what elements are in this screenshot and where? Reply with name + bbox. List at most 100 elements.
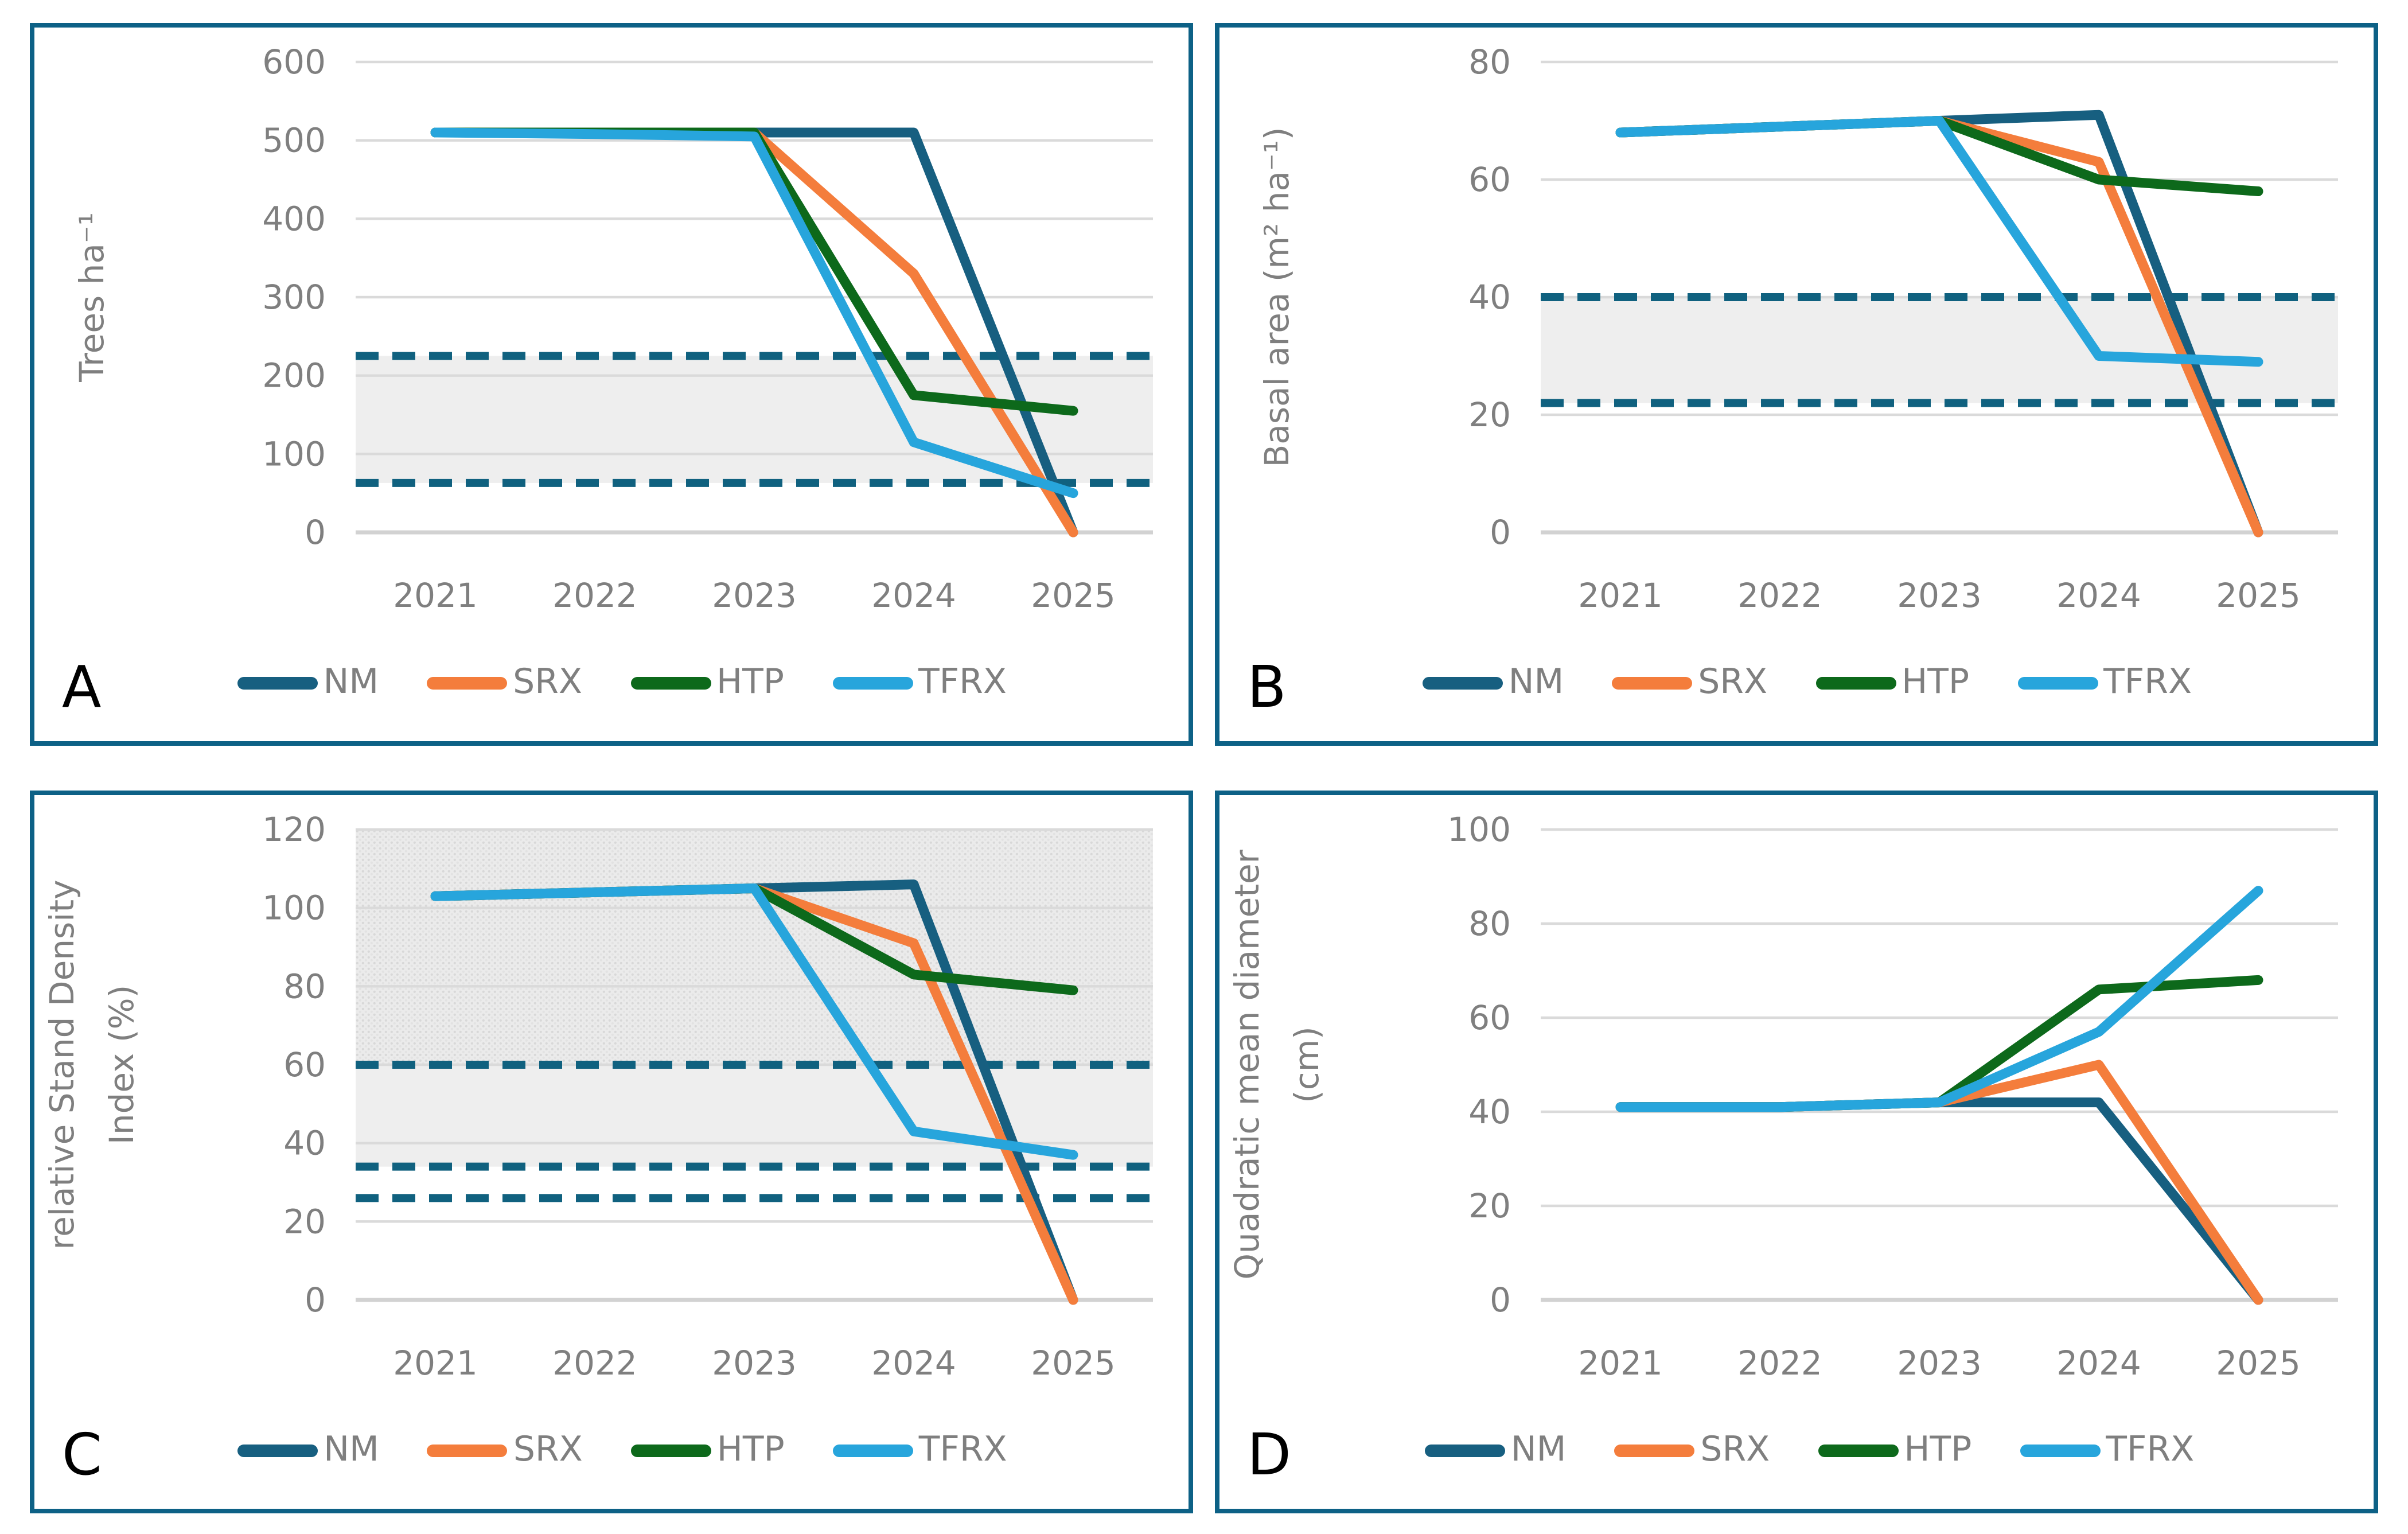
x-tick-label: 2021 xyxy=(393,1344,478,1383)
x-tick-label: 2023 xyxy=(712,1344,797,1383)
legend-row-a: A NM SRX HTP TFRX xyxy=(34,633,1189,741)
legend-row-b: B NM SRX HTP TFRX xyxy=(1219,633,2374,741)
legend-label-tfrx: TFRX xyxy=(2103,662,2192,702)
y-tick-label: 400 xyxy=(262,199,326,238)
y-tick-label: 300 xyxy=(262,278,326,317)
y-tick-label: 60 xyxy=(1468,998,1511,1037)
y-tick-label: 60 xyxy=(283,1045,326,1084)
series-tfrx-line xyxy=(430,127,1078,499)
legend-item-tfrx: TFRX xyxy=(2020,1430,2195,1470)
legend-b: NM SRX HTP TFRX xyxy=(1287,665,2328,700)
panel-b: 0 20 40 60 80 2021 2022 2023 2024 2025 Basal area … xyxy=(1215,23,2378,746)
x-tick-label: 2025 xyxy=(2216,1344,2301,1383)
y-tick-label: 100 xyxy=(262,889,326,928)
legend-swatch-tfrx xyxy=(2017,676,2098,689)
shaded-band xyxy=(1541,297,2338,403)
legend-swatch-tfrx xyxy=(2020,1444,2101,1457)
legend-swatch-nm xyxy=(237,676,318,689)
y-axis-title: (cm) xyxy=(1287,1026,1326,1103)
legend-swatch-nm xyxy=(1424,1444,1505,1457)
series-nm-line xyxy=(1615,1097,2263,1305)
y-tick-label: 0 xyxy=(305,1280,326,1319)
legend-item-srx: SRX xyxy=(427,665,582,700)
legend-item-nm: NM xyxy=(237,665,379,700)
legend-label-srx: SRX xyxy=(513,662,583,702)
legend-label-htp: HTP xyxy=(1902,662,1970,702)
chart-b: 0 20 40 60 80 2021 2022 2023 2024 2025 Basal area … xyxy=(1257,42,2338,615)
legend-a: NM SRX HTP TFRX xyxy=(101,665,1143,700)
x-tick-label: 2022 xyxy=(552,576,637,615)
legend-item-nm: NM xyxy=(1422,662,1564,702)
x-tick-label: 2023 xyxy=(1897,1344,1982,1383)
y-tick-label: 40 xyxy=(1468,1092,1511,1131)
x-tick-label: 2024 xyxy=(871,576,956,615)
y-axis-title: Index (%) xyxy=(102,985,141,1144)
y-tick-label: 60 xyxy=(1468,160,1511,199)
x-tick-label: 2025 xyxy=(1031,576,1116,615)
chart-a: 0 100 200 300 400 500 600 2021 2022 2023 2024 2025 T… xyxy=(72,42,1153,615)
x-tick-label: 2021 xyxy=(1578,1344,1663,1383)
legend-label-srx: SRX xyxy=(1700,1430,1770,1470)
y-axis-title: relative Stand Density xyxy=(42,880,81,1250)
legend-swatch-srx xyxy=(1614,1444,1695,1457)
panel-letter-d: D xyxy=(1247,1422,1292,1488)
legend-item-tfrx: TFRX xyxy=(832,1430,1007,1470)
y-tick-label: 0 xyxy=(1490,513,1511,552)
legend-d: NM SRX HTP TFRX xyxy=(1291,1430,2328,1470)
legend-label-tfrx: TFRX xyxy=(2106,1430,2195,1470)
x-tick-label: 2021 xyxy=(393,576,478,615)
y-tick-label: 80 xyxy=(283,967,326,1006)
legend-swatch-htp xyxy=(630,676,711,689)
y-tick-label: 40 xyxy=(1468,278,1511,317)
legend-item-tfrx: TFRX xyxy=(832,665,1007,700)
legend-item-nm: NM xyxy=(1424,1432,1566,1467)
legend-item-tfrx: TFRX xyxy=(2017,665,2192,700)
legend-item-nm: NM xyxy=(237,1432,379,1467)
y-tick-label: 500 xyxy=(262,121,326,160)
x-tick-label: 2024 xyxy=(2056,576,2141,615)
series-htp-line xyxy=(1615,975,2263,1112)
y-tick-label: 20 xyxy=(1468,1186,1511,1225)
y-tick-label: 120 xyxy=(262,810,326,849)
y-axis-title: Trees ha⁻¹ xyxy=(72,212,111,383)
legend-item-srx: SRX xyxy=(1612,665,1767,700)
legend-item-srx: SRX xyxy=(427,1430,583,1470)
y-tick-label: 0 xyxy=(305,513,326,552)
legend-label-nm: NM xyxy=(1508,662,1564,702)
y-tick-label: 80 xyxy=(1468,904,1511,943)
y-tick-label: 200 xyxy=(262,356,326,395)
legend-item-htp: HTP xyxy=(1818,1430,1972,1470)
legend-label-srx: SRX xyxy=(513,1430,583,1470)
x-tick-label: 2025 xyxy=(1031,1344,1116,1383)
panel-d: 0 20 40 60 80 100 2021 2022 2023 2024 2025 Quadrati… xyxy=(1215,791,2378,1513)
series-tfrx-line xyxy=(1615,116,2263,367)
legend-item-htp: HTP xyxy=(630,665,784,700)
y-tick-label: 40 xyxy=(283,1124,326,1163)
legend-swatch-htp xyxy=(630,1444,711,1457)
shaded-band xyxy=(356,356,1153,483)
x-tick-label: 2025 xyxy=(2216,576,2301,615)
series-tfrx-line xyxy=(430,883,1078,1160)
legend-swatch-htp xyxy=(1815,676,1896,689)
legend-label-srx: SRX xyxy=(1698,662,1768,702)
panel-letter-c: C xyxy=(62,1422,102,1488)
y-tick-label: 20 xyxy=(283,1202,326,1241)
legend-c: NM SRX HTP TFRX xyxy=(102,1430,1143,1470)
legend-item-htp: HTP xyxy=(1815,665,1969,700)
y-tick-label: 100 xyxy=(1447,810,1511,849)
legend-label-htp: HTP xyxy=(1904,1430,1972,1470)
y-tick-label: 20 xyxy=(1468,395,1511,434)
legend-item-srx: SRX xyxy=(1614,1430,1770,1470)
shaded-band xyxy=(356,830,1153,1065)
chart-d: 0 20 40 60 80 100 2021 2022 2023 2024 2025 Quadrati… xyxy=(1228,810,2338,1383)
x-tick-label: 2022 xyxy=(1737,1344,1822,1383)
y-tick-label: 0 xyxy=(1490,1280,1511,1319)
legend-label-htp: HTP xyxy=(716,1430,785,1470)
legend-label-tfrx: TFRX xyxy=(918,1430,1007,1470)
x-tick-label: 2024 xyxy=(2056,1344,2141,1383)
panel-c: 0 20 40 60 80 100 120 2021 2022 2023 2024 2025 relat… xyxy=(30,791,1193,1513)
y-axis-title: Basal area (m² ha⁻¹) xyxy=(1257,127,1296,467)
legend-swatch-tfrx xyxy=(832,676,913,689)
